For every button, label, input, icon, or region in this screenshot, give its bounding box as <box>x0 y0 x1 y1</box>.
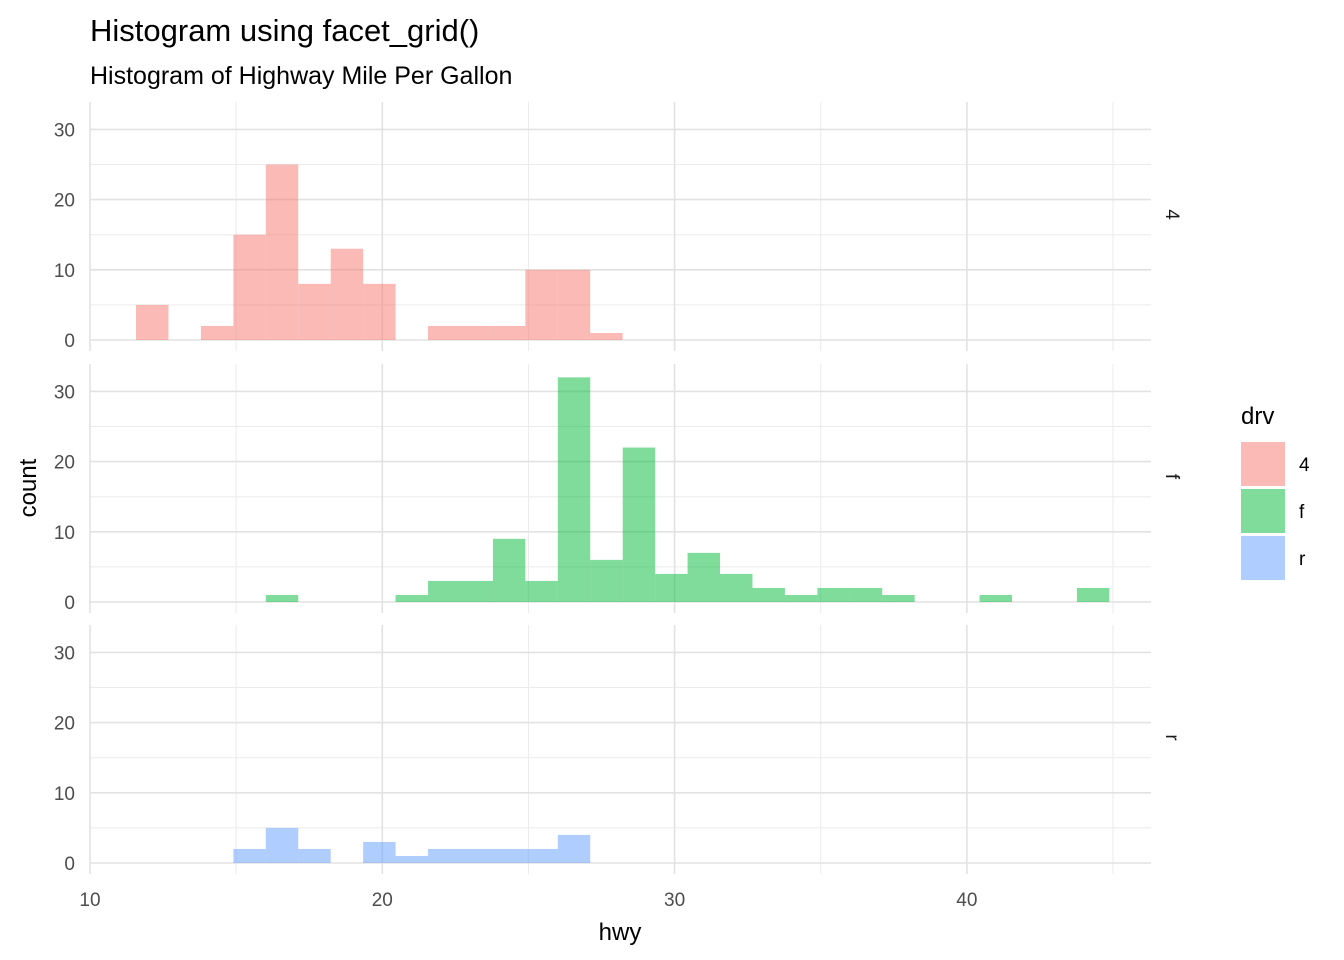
histogram-bar-f <box>622 447 656 602</box>
facet-panel-f: 0 10 20 30 f <box>54 364 1182 614</box>
histogram-bar-4 <box>233 234 266 340</box>
histogram-bar-f <box>395 594 429 602</box>
histogram-bar-f <box>655 573 688 602</box>
facet-panel-4: 0 10 20 30 4 <box>54 102 1182 352</box>
histogram-bar-r <box>363 841 396 863</box>
y-tick-label: 30 <box>54 643 75 664</box>
y-axis-title: count <box>15 458 42 517</box>
y-tick-label: 0 <box>64 593 75 614</box>
histogram-bar-r <box>428 848 461 863</box>
chart-subtitle: Histogram of Highway Mile Per Gallon <box>90 62 512 90</box>
x-tick-label: 40 <box>956 890 977 911</box>
histogram-bar-r <box>298 848 331 863</box>
facet-strip-label: f <box>1161 474 1182 480</box>
histogram-bar-4 <box>265 164 299 340</box>
y-tick-label: 10 <box>54 523 75 544</box>
legend: drv 4 f r <box>1241 403 1310 580</box>
histogram-bar-f <box>979 594 1013 602</box>
legend-title: drv <box>1241 403 1274 430</box>
histogram-bar-4 <box>298 283 331 340</box>
histogram-bar-f <box>882 594 915 602</box>
y-tick-label: 20 <box>54 453 75 474</box>
histogram-bar-r <box>265 827 299 863</box>
facet-strip-label: r <box>1161 734 1182 741</box>
x-axis-title: hwy <box>599 919 642 946</box>
histogram-bar-4 <box>200 325 234 340</box>
histogram-bar-r <box>395 855 429 863</box>
legend-label: f <box>1299 502 1305 523</box>
x-tick-label: 10 <box>79 890 100 911</box>
histogram-bar-r <box>233 848 266 863</box>
histogram-bar-f <box>687 552 721 602</box>
y-tick-label: 10 <box>54 784 75 805</box>
facet-panel-r: 0 10 20 30 r <box>54 625 1182 875</box>
histogram-bar-4 <box>492 325 526 340</box>
legend-key-4 <box>1241 442 1285 486</box>
y-tick-label: 30 <box>54 120 75 141</box>
histogram-bar-f <box>784 594 818 602</box>
y-tick-label: 30 <box>54 382 75 403</box>
histogram-bar-f <box>460 580 493 602</box>
histogram-bar-f <box>492 538 526 602</box>
chart-title: Histogram using facet_grid() <box>90 13 479 48</box>
histogram-bar-4 <box>136 304 169 340</box>
histogram-bar-f <box>590 559 623 602</box>
y-tick-label: 20 <box>54 714 75 735</box>
histogram-bar-r <box>492 848 526 863</box>
y-tick-label: 20 <box>54 191 75 212</box>
histogram-bar-4 <box>330 248 364 340</box>
histogram-bar-f <box>752 587 785 602</box>
legend-key-r <box>1241 536 1285 580</box>
histogram-bar-f <box>1076 587 1110 602</box>
histogram-bar-f <box>265 594 299 602</box>
histogram-bar-r <box>557 834 591 863</box>
facet-strip-label: 4 <box>1161 209 1182 220</box>
histogram-bar-f <box>525 580 558 602</box>
legend-key-f <box>1241 489 1285 533</box>
histogram-bar-4 <box>460 325 493 340</box>
histogram-bar-f <box>817 587 850 602</box>
legend-label: 4 <box>1299 455 1310 476</box>
histogram-bar-4 <box>428 325 461 340</box>
y-tick-label: 0 <box>64 854 75 875</box>
x-axis: 10 20 30 40 <box>79 890 977 911</box>
y-tick-label: 0 <box>64 331 75 352</box>
legend-label: r <box>1299 549 1306 570</box>
histogram-bar-4 <box>363 283 396 340</box>
y-tick-label: 10 <box>54 261 75 282</box>
histogram-bar-f <box>428 580 461 602</box>
x-tick-label: 30 <box>664 890 685 911</box>
histogram-bar-4 <box>590 332 623 340</box>
histogram-bar-4 <box>557 269 591 340</box>
histogram-bar-r <box>525 848 558 863</box>
x-tick-label: 20 <box>372 890 393 911</box>
histogram-bar-4 <box>525 269 558 340</box>
histogram-bar-f <box>720 573 753 602</box>
histogram-bar-f <box>557 377 591 602</box>
histogram-bar-f <box>849 587 883 602</box>
histogram-bar-r <box>460 848 493 863</box>
